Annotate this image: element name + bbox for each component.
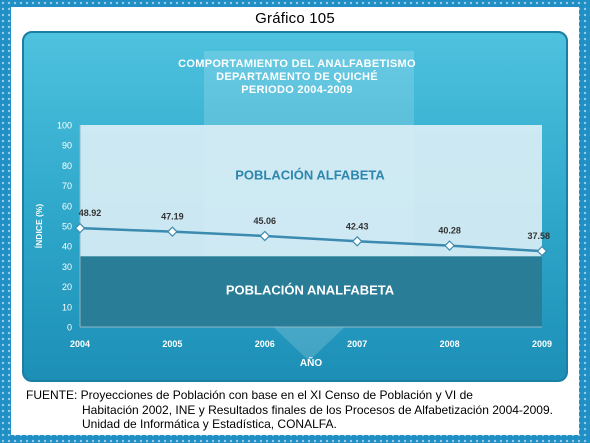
data-point: [259, 230, 271, 242]
x-tick-label: 2005: [162, 339, 182, 349]
chart-panel: COMPORTAMIENTO DEL ANALFABETISMO DEPARTA…: [22, 31, 568, 382]
source-note: FUENTE: Proyecciones de Población con ba…: [26, 388, 586, 432]
y-tick-label: 10: [62, 302, 72, 312]
data-label: 47.19: [161, 212, 184, 222]
y-tick-label: 30: [62, 262, 72, 272]
x-tick-label: 2006: [255, 339, 275, 349]
y-tick-label: 0: [67, 323, 72, 333]
source-line-2: Habitación 2002, INE y Resultados finale…: [82, 402, 553, 417]
y-axis-label: ÍNDICE (%): [34, 204, 44, 249]
x-tick-label: 2004: [70, 339, 90, 349]
data-point: [167, 226, 178, 238]
y-tick-label: 50: [62, 222, 72, 232]
data-label: 40.28: [438, 226, 461, 236]
x-tick-label: 2007: [347, 339, 367, 349]
y-tick-label: 40: [62, 242, 72, 252]
y-tick-label: 90: [62, 141, 72, 151]
x-tick-label: 2008: [440, 339, 460, 349]
y-tick-label: 70: [62, 181, 72, 191]
data-label: 48.92: [79, 208, 102, 218]
figure-label: Gráfico 105: [255, 10, 335, 27]
source-line-3: Unidad de Informática y Estadística, CON…: [82, 417, 337, 431]
x-tick-label: 2009: [532, 339, 552, 349]
data-label: 45.06: [254, 216, 277, 226]
y-tick-label: 20: [62, 282, 72, 292]
chart-subtitle-period: PERIODO 2004-2009: [241, 84, 353, 96]
y-tick-label: 80: [62, 161, 72, 171]
data-point: [536, 245, 548, 257]
chart-subtitle-department: DEPARTAMENTO DE QUICHÉ: [216, 71, 378, 83]
source-line-1: FUENTE: Proyecciones de Población con ba…: [26, 388, 473, 402]
series-line: [79, 226, 543, 253]
data-point: [74, 222, 86, 234]
data-label: 42.43: [346, 221, 369, 231]
y-tick-label: 60: [62, 201, 72, 211]
chart-svg: 0 10 20 30 40 50 60 70 80 90 100 2004 2005 2006 2007 20…: [34, 121, 552, 370]
data-point: [444, 240, 455, 251]
area-label-alfabeta: POBLACIÓN ALFABETA: [235, 168, 385, 183]
data-point: [351, 235, 363, 247]
area-label-analfabeta: POBLACIÓN ANALFABETA: [226, 283, 395, 298]
y-tick-label: 100: [57, 121, 72, 131]
chart-title: COMPORTAMIENTO DEL ANALFABETISMO: [178, 58, 416, 70]
data-label: 37.58: [527, 231, 550, 241]
x-axis-label: AÑO: [300, 356, 322, 369]
plot-area-analfabeta: [80, 256, 542, 327]
